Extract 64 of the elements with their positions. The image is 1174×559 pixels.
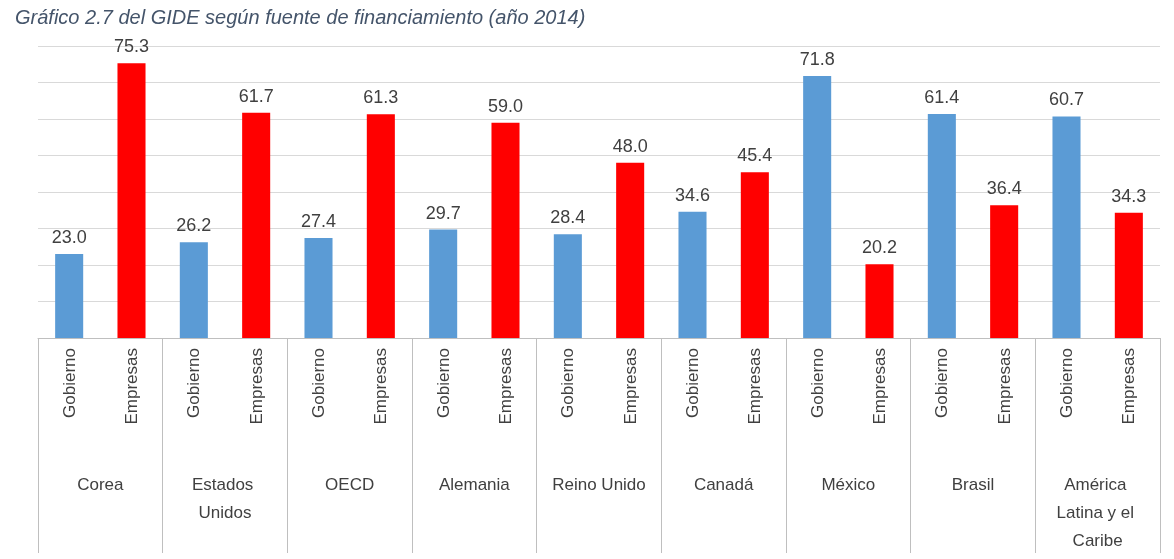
x-tick-label: Brasil — [951, 474, 995, 494]
bar — [740, 172, 769, 338]
text: Empresas — [246, 348, 266, 425]
bar — [1052, 116, 1081, 338]
text: Empresas — [371, 348, 391, 425]
text: Empresas — [870, 348, 889, 425]
bar — [553, 234, 582, 338]
data-label: 36.4 — [986, 178, 1022, 199]
text: Empresas — [994, 348, 1014, 425]
x-tick-label: Estados Unidos — [191, 474, 259, 522]
text: Gobierno — [807, 348, 827, 418]
text: Empresas — [1119, 348, 1139, 425]
bar — [616, 162, 645, 338]
x-tick-label: Alemania — [438, 474, 511, 494]
bar — [304, 237, 333, 338]
text: Empresas — [122, 348, 141, 425]
data-label: 45.4 — [737, 145, 773, 166]
bar — [55, 254, 84, 338]
data-label: 75.3 — [113, 36, 150, 57]
data-label: 20.2 — [861, 237, 898, 258]
data-label: 59.0 — [487, 95, 524, 116]
data-label: 48.0 — [612, 135, 648, 156]
text: Empresas — [620, 348, 640, 425]
bar — [491, 122, 520, 338]
bar — [1114, 212, 1143, 338]
data-label: 71.8 — [799, 48, 835, 69]
bar — [678, 211, 707, 338]
data-label: 61.7 — [238, 85, 274, 106]
data-label: 27.4 — [300, 210, 337, 231]
data-label: 26.2 — [176, 215, 212, 236]
data-label: 29.7 — [425, 202, 461, 223]
data-label: 34.3 — [1111, 185, 1147, 206]
bar — [429, 229, 458, 338]
x-tick-label: Corea — [77, 474, 125, 494]
x-tick-label: OECD — [325, 474, 375, 494]
bar — [927, 113, 956, 338]
x-tick-label: América Latina y el Caribe — [1056, 474, 1139, 550]
text: Gobierno — [59, 348, 79, 418]
data-label: 61.3 — [363, 87, 399, 108]
bar — [366, 114, 395, 338]
text: Gobierno — [683, 348, 702, 418]
x-tick-label: Canadá — [693, 474, 754, 494]
text: Gobierno — [184, 348, 204, 418]
text: Empresas — [745, 348, 765, 425]
text: Gobierno — [309, 348, 328, 418]
data-label: 23.0 — [51, 227, 87, 248]
text: Gobierno — [433, 348, 453, 418]
text: Gobierno — [558, 348, 578, 418]
bar — [803, 75, 832, 338]
data-label: 60.7 — [1048, 89, 1085, 110]
bar — [865, 264, 894, 338]
data-label: 61.4 — [924, 86, 960, 107]
bar — [117, 63, 146, 338]
text: Gobierno — [932, 348, 952, 418]
bar — [179, 242, 208, 338]
data-label: 34.6 — [674, 184, 711, 205]
chart-title: Gráfico 2.7 del GIDE según fuente de financiamiento (año 2014) — [15, 6, 586, 28]
text: Gobierno — [1057, 348, 1076, 418]
text: Empresas — [496, 348, 515, 425]
data-label: 28.4 — [550, 207, 586, 228]
bar — [242, 112, 271, 338]
bar — [990, 205, 1019, 338]
x-tick-label: México — [821, 474, 876, 494]
x-tick-label: Reino Unido — [552, 474, 646, 494]
